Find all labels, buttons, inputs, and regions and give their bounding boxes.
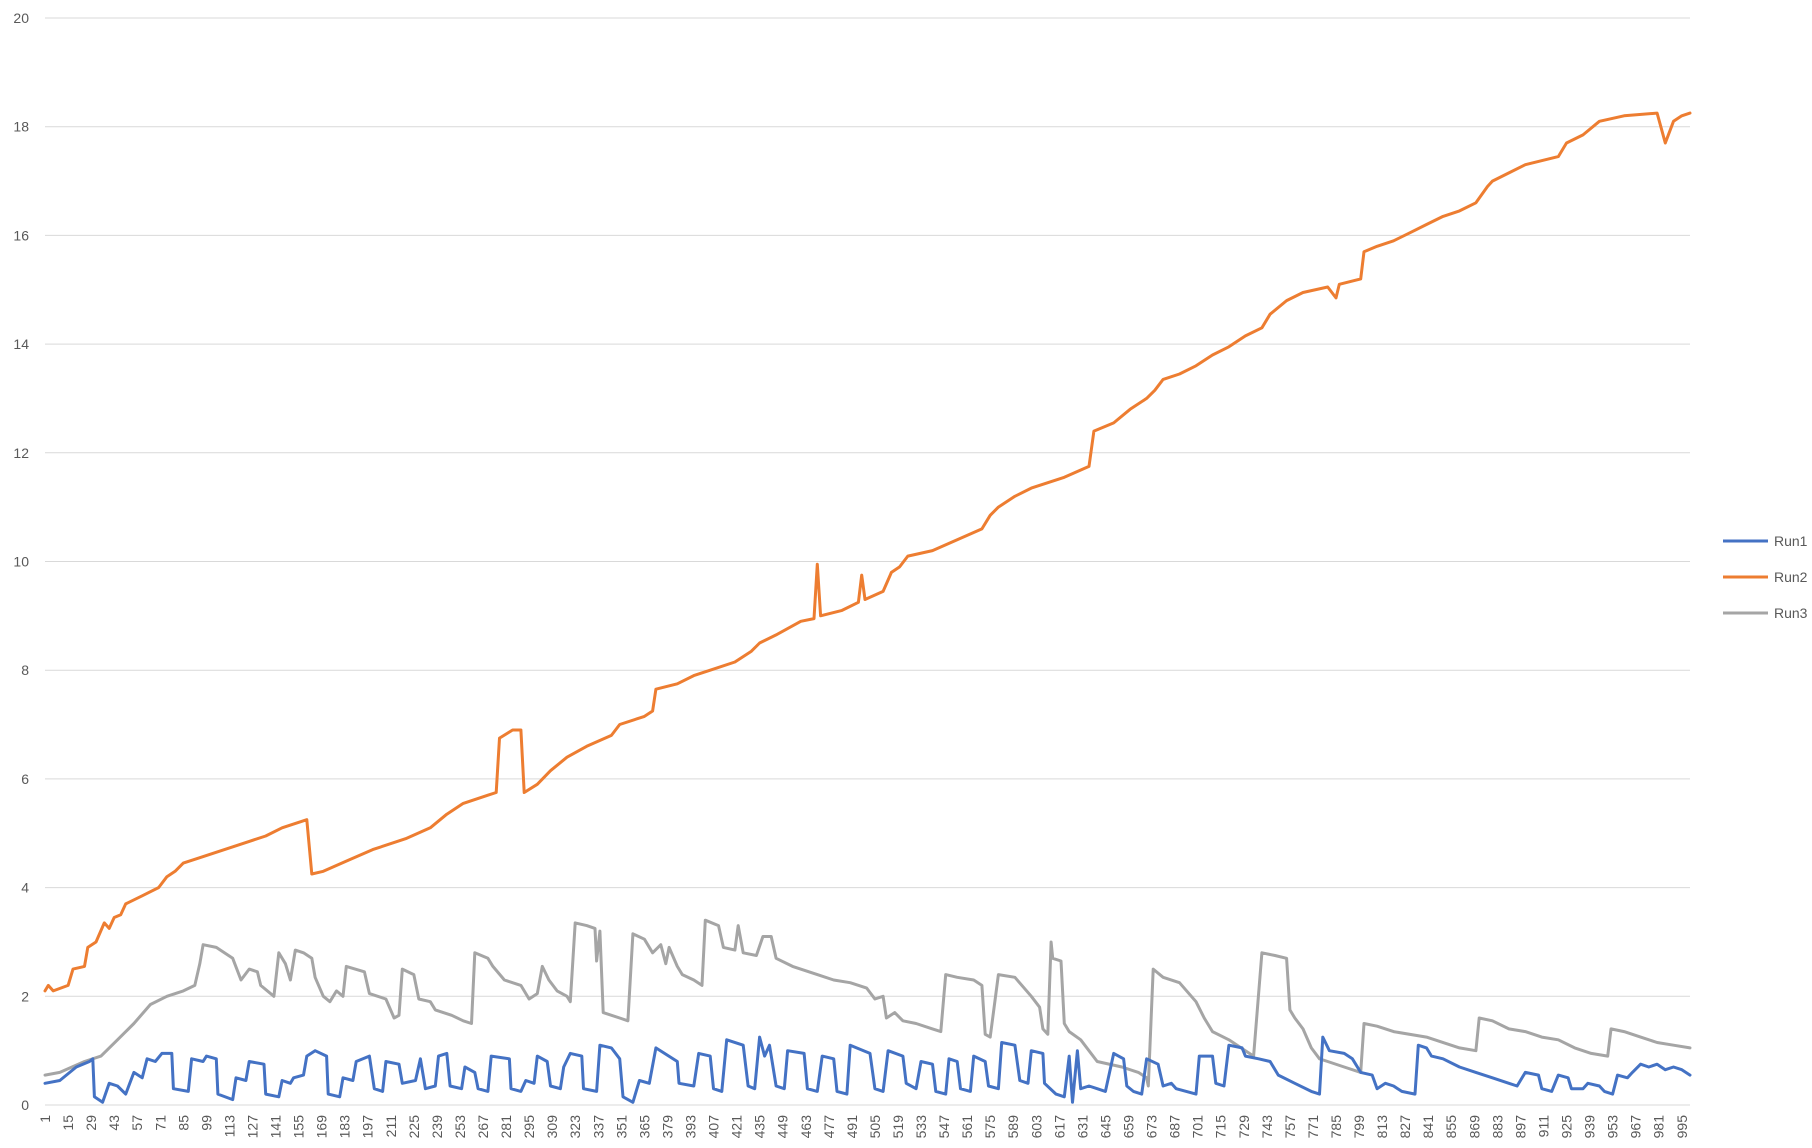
x-tick-label: 771	[1305, 1115, 1321, 1139]
x-tick-label: 127	[244, 1115, 260, 1139]
x-tick-label: 29	[83, 1115, 99, 1131]
x-tick-label: 967	[1628, 1115, 1644, 1139]
x-tick-label: 435	[752, 1115, 768, 1139]
x-tick-label: 239	[429, 1115, 445, 1139]
x-tick-label: 477	[821, 1115, 837, 1139]
x-tick-label: 211	[383, 1115, 399, 1138]
x-tick-label: 337	[590, 1115, 606, 1139]
x-tick-label: 743	[1259, 1115, 1275, 1139]
x-tick-label: 71	[152, 1115, 168, 1131]
series-line-run2	[43, 111, 1692, 993]
x-tick-label: 547	[936, 1115, 952, 1139]
x-tick-label: 575	[982, 1115, 998, 1139]
x-tick-label: 197	[360, 1115, 376, 1139]
x-tick-label: 365	[636, 1115, 652, 1139]
x-tick-label: 631	[1074, 1115, 1090, 1139]
x-tick-label: 561	[959, 1115, 975, 1139]
x-tick-label: 57	[129, 1115, 145, 1131]
x-tick-label: 645	[1097, 1115, 1113, 1139]
x-tick-label: 785	[1328, 1115, 1344, 1139]
gridlines	[45, 17, 1690, 1106]
y-tick-label: 16	[13, 227, 29, 243]
x-tick-label: 687	[1167, 1115, 1183, 1139]
y-tick-label: 8	[21, 662, 29, 678]
x-tick-label: 183	[337, 1115, 353, 1139]
y-tick-label: 12	[13, 445, 29, 461]
x-tick-label: 995	[1674, 1115, 1690, 1139]
x-tick-label: 953	[1605, 1115, 1621, 1139]
y-tick-label: 14	[13, 336, 29, 352]
x-tick-label: 533	[913, 1115, 929, 1139]
x-tick-label: 43	[106, 1115, 122, 1131]
x-tick-label: 701	[1190, 1115, 1206, 1139]
x-tick-label: 925	[1559, 1115, 1575, 1139]
y-axis-tick-labels: 0 2 4 6 8 10 12 14 16 18 20	[13, 10, 29, 1113]
x-tick-label: 813	[1374, 1115, 1390, 1139]
x-tick-label: 939	[1582, 1115, 1598, 1139]
y-tick-label: 2	[21, 988, 29, 1004]
y-tick-label: 4	[21, 880, 29, 896]
series-line-run3	[43, 918, 1692, 1088]
legend-label-run2: Run2	[1774, 569, 1808, 585]
x-tick-label: 407	[706, 1115, 722, 1139]
x-tick-label: 351	[613, 1115, 629, 1139]
x-tick-label: 267	[475, 1115, 491, 1139]
y-tick-label: 6	[21, 771, 29, 787]
series-lines	[43, 111, 1692, 1104]
x-tick-label: 869	[1466, 1115, 1482, 1139]
x-tick-label: 519	[890, 1115, 906, 1139]
x-tick-label: 981	[1651, 1115, 1667, 1139]
x-tick-label: 449	[775, 1115, 791, 1139]
x-tick-label: 113	[221, 1115, 237, 1138]
x-tick-label: 603	[1028, 1115, 1044, 1139]
x-tick-label: 673	[1144, 1115, 1160, 1139]
x-tick-label: 589	[1005, 1115, 1021, 1139]
x-tick-label: 463	[798, 1115, 814, 1139]
x-tick-label: 855	[1443, 1115, 1459, 1139]
y-tick-label: 20	[13, 10, 29, 26]
series-line-run1	[43, 1035, 1692, 1104]
x-tick-label: 421	[729, 1115, 745, 1139]
y-tick-label: 0	[21, 1097, 29, 1113]
x-tick-label: 911	[1535, 1115, 1551, 1138]
x-tick-label: 883	[1489, 1115, 1505, 1139]
x-tick-label: 169	[314, 1115, 330, 1139]
y-tick-label: 18	[13, 119, 29, 135]
legend: Run1 Run2 Run3	[1723, 533, 1808, 621]
x-tick-label: 85	[175, 1115, 191, 1131]
legend-label-run3: Run3	[1774, 605, 1808, 621]
x-tick-label: 281	[498, 1115, 514, 1139]
x-tick-label: 729	[1236, 1115, 1252, 1139]
x-tick-label: 505	[867, 1115, 883, 1139]
x-tick-label: 659	[1120, 1115, 1136, 1139]
x-tick-label: 393	[682, 1115, 698, 1139]
x-tick-label: 99	[198, 1115, 214, 1131]
x-axis-tick-labels: 1 15 29 43 57 71 85 99 113 127 141 155 169 183 197 211 2…	[37, 1115, 1690, 1139]
x-tick-label: 323	[567, 1115, 583, 1139]
y-tick-label: 10	[13, 554, 29, 570]
x-tick-label: 253	[452, 1115, 468, 1139]
x-tick-label: 309	[544, 1115, 560, 1139]
x-tick-label: 715	[1213, 1115, 1229, 1139]
x-tick-label: 897	[1512, 1115, 1528, 1139]
x-tick-label: 799	[1351, 1115, 1367, 1139]
x-tick-label: 841	[1420, 1115, 1436, 1139]
x-tick-label: 295	[521, 1115, 537, 1139]
x-tick-label: 757	[1282, 1115, 1298, 1139]
x-tick-label: 141	[268, 1115, 284, 1139]
x-tick-label: 1	[37, 1115, 53, 1123]
x-tick-label: 15	[60, 1115, 76, 1131]
legend-label-run1: Run1	[1774, 533, 1808, 549]
x-tick-label: 155	[291, 1115, 307, 1139]
x-tick-label: 225	[406, 1115, 422, 1139]
x-tick-label: 491	[844, 1115, 860, 1139]
x-tick-label: 379	[659, 1115, 675, 1139]
x-tick-label: 827	[1397, 1115, 1413, 1139]
x-tick-label: 617	[1051, 1115, 1067, 1139]
